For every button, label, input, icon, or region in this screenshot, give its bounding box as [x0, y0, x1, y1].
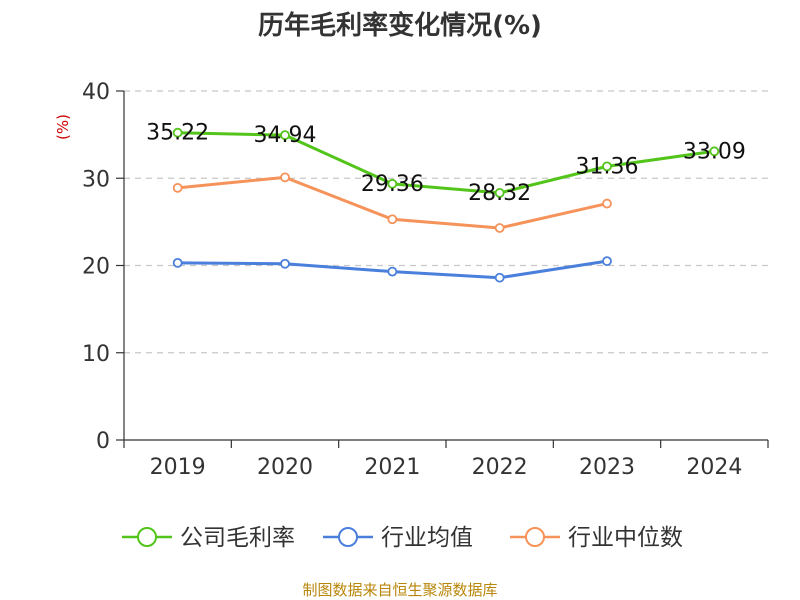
series [172, 127, 720, 283]
data-label: 31.36 [576, 154, 639, 179]
y-tick-label: 0 [96, 429, 110, 454]
legend-label: 行业均值 [381, 525, 473, 551]
data-point [602, 198, 612, 209]
source-note: 制图数据来自恒生聚源数据库 [302, 581, 497, 599]
data-point [709, 146, 720, 157]
data-label: 34.94 [254, 123, 317, 148]
legend-marker [137, 527, 157, 547]
data-labels: 35.22 34.94 29.36 28.32 31.36 33.09 [146, 121, 746, 206]
x-tick-label: 2021 [364, 455, 420, 480]
x-tick-label: 2024 [686, 455, 742, 480]
legend-marker [525, 527, 545, 547]
y-axis-unit: (%) [54, 114, 72, 140]
legend-label: 公司毛利率 [180, 525, 295, 551]
data-point [280, 258, 290, 269]
x-tick-label: 2022 [472, 455, 528, 480]
data-point [602, 161, 612, 172]
data-point [387, 214, 398, 225]
x-tick-label: 2023 [579, 455, 635, 480]
data-point [172, 257, 183, 268]
data-point [280, 172, 290, 183]
x-tick-label: 2020 [257, 455, 313, 480]
grid [124, 90, 768, 354]
data-point [172, 127, 183, 138]
data-point [172, 182, 183, 193]
chart-title: 历年毛利率变化情况(%) [258, 10, 542, 41]
series-line [177, 131, 715, 195]
legend-marker [338, 527, 358, 547]
legend-label: 行业中位数 [568, 525, 683, 551]
axes: 0 10 20 30 40 2019 2020 2021 2022 2023 2024 [82, 80, 769, 480]
legend: 公司毛利率 行业均值 行业中位数 [122, 525, 683, 551]
data-point [387, 266, 398, 277]
data-label: 28.32 [468, 181, 531, 206]
data-label: 35.22 [146, 121, 209, 146]
data-point [602, 256, 612, 267]
x-tick-label: 2019 [150, 455, 206, 480]
data-point [494, 223, 505, 233]
y-tick-label: 30 [82, 167, 110, 192]
y-tick-label: 40 [82, 80, 110, 105]
data-point [387, 178, 398, 189]
data-point [494, 188, 505, 198]
data-label: 33.09 [683, 139, 746, 164]
y-tick-label: 10 [82, 342, 110, 367]
y-tick-label: 20 [82, 255, 110, 280]
data-point [494, 272, 505, 283]
data-label: 29.36 [361, 172, 424, 197]
data-point [280, 130, 290, 141]
